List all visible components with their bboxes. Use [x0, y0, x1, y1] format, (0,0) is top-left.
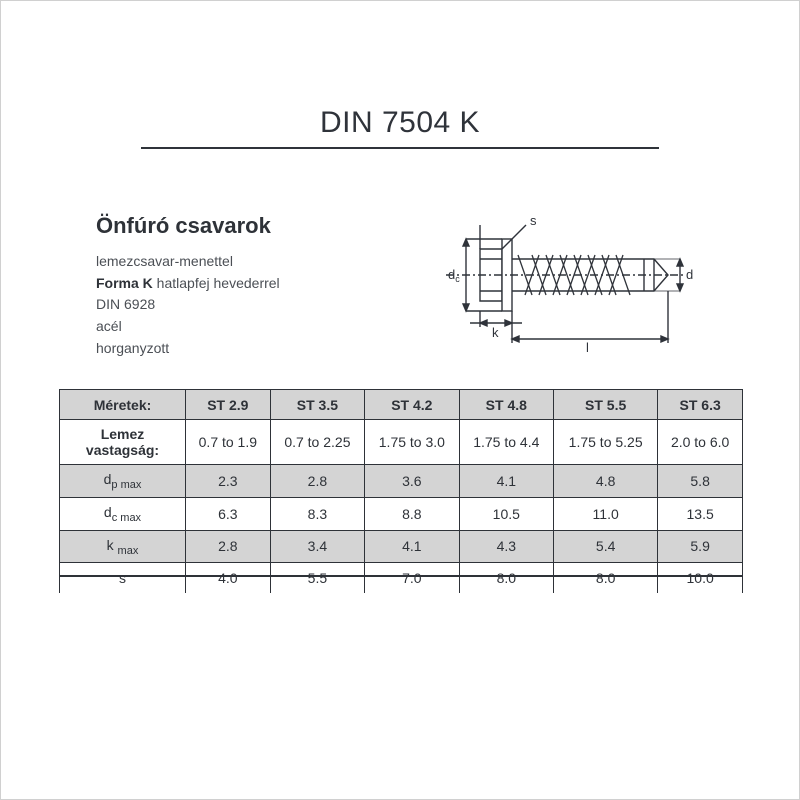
table-cell: 4.8 [554, 465, 658, 498]
description-block: Önfúró csavarok lemezcsavar-menettel For… [96, 213, 396, 359]
table-cell: 8.8 [365, 497, 459, 530]
diagram-label-l: l [586, 340, 589, 354]
table-cell: 4.1 [459, 465, 553, 498]
diagram-label-d: d [686, 267, 693, 282]
table-cell: 2.8 [186, 530, 271, 563]
col-header: ST 5.5 [554, 390, 658, 420]
table-bottom-rule [59, 575, 743, 577]
main-title: DIN 7504 K [140, 106, 660, 146]
row-label: k max [60, 530, 186, 563]
table-header-row: Méretek: ST 2.9 ST 3.5 ST 4.2 ST 4.8 ST … [60, 390, 743, 420]
table-cell: 3.4 [270, 530, 364, 563]
col-header: ST 3.5 [270, 390, 364, 420]
table-row: s4.05.57.08.08.010.0 [60, 563, 743, 593]
table-cell: 4.1 [365, 530, 459, 563]
table-cell: 3.6 [365, 465, 459, 498]
table-row: dc max6.38.38.810.511.013.5 [60, 497, 743, 530]
table-cell: 0.7 to 1.9 [186, 420, 271, 465]
desc-line-2-bold: Forma K [96, 275, 153, 291]
col-header: ST 4.8 [459, 390, 553, 420]
diagram-label-dc: dc [448, 267, 460, 284]
table-cell: 1.75 to 5.25 [554, 420, 658, 465]
desc-line-1: lemezcsavar-menettel [96, 251, 396, 273]
table-cell: 5.9 [658, 530, 743, 563]
table-cell: 10.0 [658, 563, 743, 593]
desc-line-2-rest: hatlapfej hevederrel [153, 275, 280, 291]
table-row: Lemez vastagság:0.7 to 1.90.7 to 2.251.7… [60, 420, 743, 465]
spec-table: Méretek: ST 2.9 ST 3.5 ST 4.2 ST 4.8 ST … [59, 389, 743, 593]
table-cell: 5.8 [658, 465, 743, 498]
row-label: dc max [60, 497, 186, 530]
row-label: s [60, 563, 186, 593]
table-cell: 4.0 [186, 563, 271, 593]
row-label: dp max [60, 465, 186, 498]
table-cell: 5.4 [554, 530, 658, 563]
table-row: dp max2.32.83.64.14.85.8 [60, 465, 743, 498]
col-header: ST 2.9 [186, 390, 271, 420]
table-cell: 8.0 [459, 563, 553, 593]
table-cell: 1.75 to 3.0 [365, 420, 459, 465]
table-cell: 13.5 [658, 497, 743, 530]
screw-diagram-svg: s dc d k l [436, 209, 696, 354]
screw-diagram: s dc d k l [436, 209, 696, 354]
table-cell: 2.3 [186, 465, 271, 498]
desc-line-4: acél [96, 316, 396, 338]
table-cell: 5.5 [270, 563, 364, 593]
col-header: ST 4.2 [365, 390, 459, 420]
subtitle: Önfúró csavarok [96, 213, 396, 239]
page-container: DIN 7504 K Önfúró csavarok lemezcsavar-m… [0, 0, 800, 800]
desc-line-5: horganyzott [96, 338, 396, 360]
desc-line-2: Forma K hatlapfej hevederrel [96, 273, 396, 295]
diagram-label-s: s [530, 213, 537, 228]
table-cell: 8.3 [270, 497, 364, 530]
desc-line-3: DIN 6928 [96, 294, 396, 316]
row-label: Lemez vastagság: [60, 420, 186, 465]
title-row: DIN 7504 K [1, 106, 799, 146]
table-corner-label: Méretek: [60, 390, 186, 420]
table-cell: 7.0 [365, 563, 459, 593]
table-cell: 1.75 to 4.4 [459, 420, 553, 465]
col-header: ST 6.3 [658, 390, 743, 420]
table-row: k max2.83.44.14.35.45.9 [60, 530, 743, 563]
table-cell: 6.3 [186, 497, 271, 530]
table-cell: 0.7 to 2.25 [270, 420, 364, 465]
table-cell: 10.5 [459, 497, 553, 530]
table-cell: 2.8 [270, 465, 364, 498]
table-cell: 11.0 [554, 497, 658, 530]
table-cell: 8.0 [554, 563, 658, 593]
diagram-label-k: k [492, 325, 499, 340]
table-cell: 2.0 to 6.0 [658, 420, 743, 465]
title-underline [141, 147, 659, 149]
table-cell: 4.3 [459, 530, 553, 563]
